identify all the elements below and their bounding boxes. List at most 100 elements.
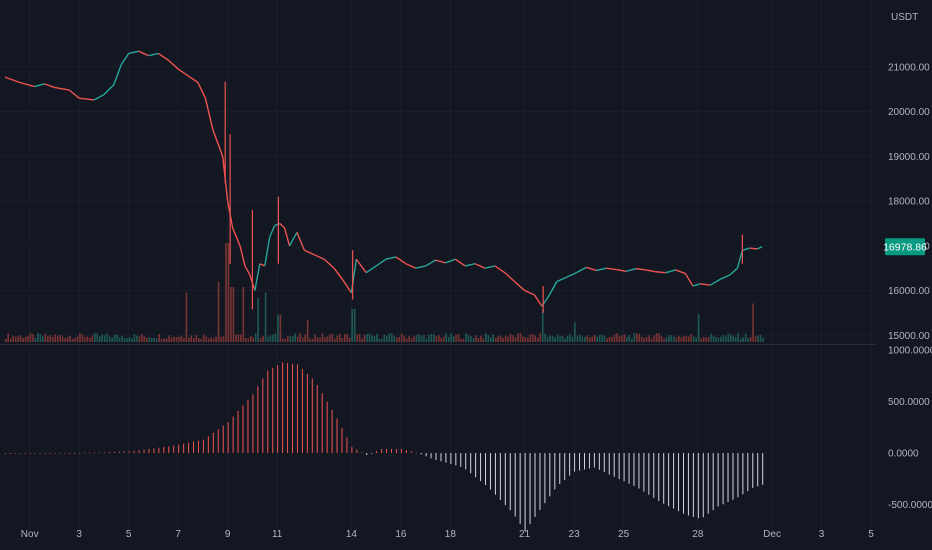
oscillator-bar (163, 446, 165, 454)
oscillator-bar (687, 453, 689, 516)
time-axis[interactable]: Nov 3 5 7 9 11 14 16 18 21 23 25 28 Dec 3 5 (21, 529, 874, 540)
time-tick-label: 5 (126, 529, 132, 540)
volume-bar (596, 336, 598, 342)
volume-bar (257, 298, 259, 342)
volume-bar (549, 335, 551, 342)
oscillator-bar (534, 453, 536, 517)
oscillator-bar (351, 446, 353, 454)
oscillator-bar (306, 373, 308, 454)
volume-bar (296, 336, 299, 342)
price-segment (700, 283, 711, 286)
price-series[interactable] (4, 50, 763, 313)
price-segment (54, 86, 70, 91)
volume-bar (462, 338, 465, 342)
volume-bar (678, 335, 680, 342)
oscillator-bar (564, 453, 566, 480)
volume-bar (195, 334, 198, 342)
time-tick-label: 28 (692, 529, 704, 540)
volume-bar (240, 334, 242, 342)
price-segment (197, 82, 207, 99)
volume-bar (502, 337, 504, 342)
oscillator-bar (633, 453, 635, 486)
volume-bar (47, 336, 49, 342)
price-segment (239, 245, 246, 267)
volume-bar (131, 338, 133, 342)
oscillator-bar (222, 425, 224, 454)
oscillator-bar (89, 452, 91, 454)
volume-bar (725, 335, 727, 342)
volume-bar (212, 338, 215, 342)
oscillator-bar (183, 443, 185, 454)
price-segment (645, 269, 656, 273)
volume-bar (423, 334, 425, 342)
oscillator-tick-label: 0.0000 (888, 449, 919, 460)
oscillator-axis[interactable]: 1000.0000 500.0000 0.0000 -500.0000 (888, 346, 932, 512)
volume-bar (712, 335, 715, 342)
volume-bar (242, 287, 245, 342)
oscillator-histogram[interactable] (4, 362, 764, 532)
price-segment (264, 236, 271, 267)
oscillator-bar (262, 378, 264, 454)
oscillator-bar (475, 453, 477, 478)
volume-bar (638, 333, 641, 342)
price-tick-label: 15000.00 (888, 331, 930, 342)
price-segment (756, 246, 763, 250)
oscillator-bar (138, 450, 140, 454)
oscillator-bar (524, 453, 526, 532)
volume-bar (504, 335, 507, 342)
volume-bar (148, 337, 151, 342)
volume-bar (650, 338, 653, 342)
oscillator-bar (267, 370, 269, 454)
volume-bar (49, 335, 52, 342)
volume-bar (739, 338, 742, 342)
volume-bar (299, 332, 302, 342)
volume-bar (51, 337, 54, 342)
volume-bar (44, 333, 47, 342)
price-segment (596, 267, 607, 272)
price-segment (454, 258, 466, 267)
volume-bar (418, 334, 420, 342)
volume-bar (141, 333, 143, 342)
volume-bar (447, 336, 450, 342)
volume-bar (136, 335, 138, 342)
volume-bar (133, 334, 136, 342)
volume-bar (301, 337, 304, 342)
volume-bar (108, 336, 111, 342)
volume-bar (173, 336, 175, 342)
time-tick-label: 7 (175, 529, 181, 540)
oscillator-bar (460, 453, 462, 467)
oscillator-bar (108, 452, 110, 454)
volume-bar (643, 337, 645, 342)
price-segment (606, 267, 617, 271)
price-segment (566, 272, 577, 278)
price-segment (283, 227, 291, 246)
volume-bar (734, 337, 737, 342)
oscillator-bar (435, 453, 437, 460)
volume-bar (527, 337, 529, 342)
oscillator-bar (69, 452, 71, 454)
oscillator-bar (648, 453, 650, 495)
oscillator-bar (282, 362, 284, 454)
oscillator-bar (277, 365, 279, 454)
oscillator-bar (39, 452, 41, 454)
volume-bar (175, 336, 178, 342)
volume-bar (524, 337, 527, 342)
volume-bar (603, 336, 606, 342)
volume-bar (433, 334, 435, 342)
volume-bar (235, 334, 237, 342)
last-price-badge (885, 238, 925, 256)
volume-bar (705, 337, 707, 342)
volume-bar (143, 336, 146, 342)
volume-bar (309, 338, 311, 342)
volume-bar (366, 333, 368, 342)
oscillator-bar (762, 453, 764, 485)
volume-bar (202, 334, 205, 342)
oscillator-bar (292, 363, 293, 454)
volume-bar (405, 338, 408, 342)
volume-bar (611, 336, 613, 342)
volume-bar (89, 337, 91, 342)
volume-bar (720, 336, 722, 342)
oscillator-bar (252, 394, 254, 454)
oscillator-bar (643, 453, 645, 492)
